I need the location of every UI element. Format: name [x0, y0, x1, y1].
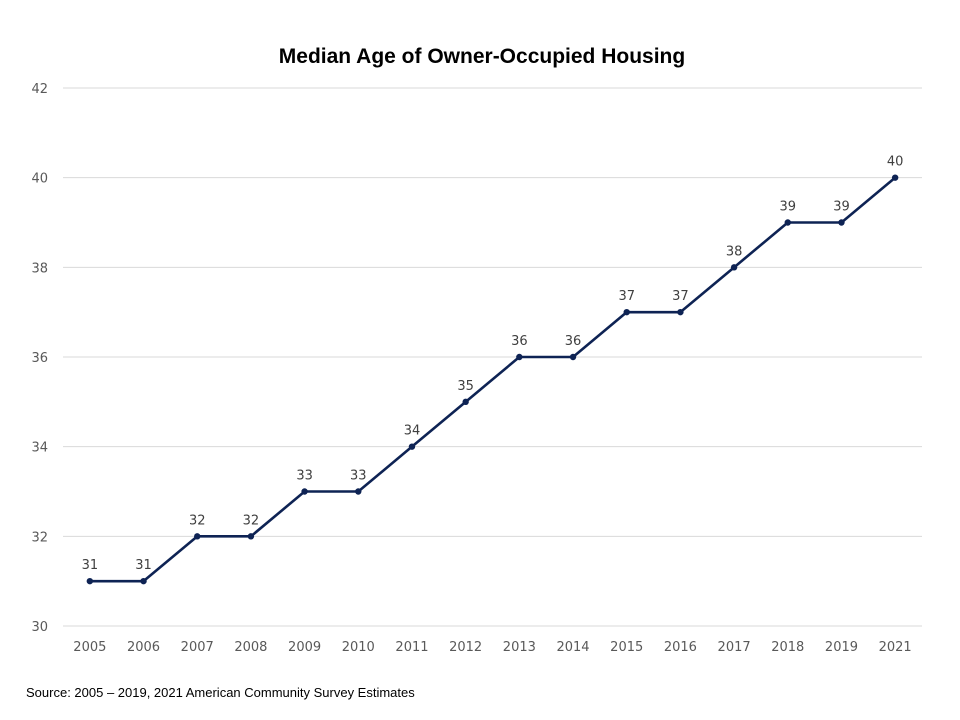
series-line: [89, 176, 896, 583]
data-label: 31: [82, 558, 99, 573]
y-tick-label: 36: [31, 351, 48, 366]
y-tick-label: 42: [31, 82, 48, 97]
x-tick-label: 2021: [879, 640, 912, 655]
x-tick-label: 2010: [342, 640, 375, 655]
data-label: 39: [833, 200, 850, 215]
x-tick-label: 2007: [181, 640, 214, 655]
data-point: [140, 577, 147, 585]
x-tick-label: 2013: [503, 640, 536, 655]
x-tick-label: 2011: [395, 640, 428, 655]
x-tick-label: 2016: [664, 640, 697, 655]
x-tick-label: 2006: [127, 640, 160, 655]
y-tick-label: 40: [31, 172, 48, 187]
data-point: [301, 488, 308, 495]
data-point: [355, 488, 362, 495]
x-tick-label: 2014: [556, 640, 589, 655]
x-tick-label: 2015: [610, 640, 643, 655]
data-point: [730, 264, 738, 271]
x-tick-label: 2012: [449, 640, 482, 655]
y-tick-label: 38: [31, 261, 48, 276]
data-label: 34: [404, 424, 421, 439]
data-point: [408, 443, 416, 450]
data-label: 32: [243, 513, 260, 528]
x-tick-label: 2008: [234, 640, 267, 655]
data-label: 32: [189, 513, 206, 528]
x-tick-label: 2009: [288, 640, 321, 655]
data-point: [891, 174, 899, 181]
data-point: [516, 353, 523, 361]
data-point: [677, 308, 684, 316]
series-line-path: [89, 176, 896, 583]
data-label: 38: [726, 244, 743, 259]
data-point: [569, 353, 577, 361]
data-label: 33: [350, 469, 367, 484]
data-label: 36: [511, 334, 528, 349]
x-tick-label: 2017: [718, 640, 751, 655]
x-axis-tick-labels: 2005 2006 2007 2008 2009 2010 2011 2012 2013 2014…: [73, 640, 911, 655]
data-label: 31: [135, 558, 152, 573]
data-labels: 31 31 32 32 33 33 34 35 36 36 37 37 38 39 39 40: [82, 155, 904, 574]
y-axis-tick-labels: 30 32 34 36 38 40 42: [31, 82, 48, 635]
chart-title: Median Age of Owner-Occupied Housing: [279, 45, 685, 68]
data-point: [784, 219, 791, 226]
source-note: Source: 2005 – 2019, 2021 American Commu…: [26, 685, 415, 700]
data-label: 40: [887, 155, 904, 170]
data-point: [623, 308, 630, 316]
x-tick-label: 2019: [825, 640, 858, 655]
y-tick-label: 34: [31, 441, 48, 456]
y-tick-label: 30: [31, 620, 48, 635]
data-label: 35: [457, 379, 474, 394]
data-label: 39: [780, 200, 797, 215]
data-label: 36: [565, 334, 582, 349]
x-tick-label: 2018: [771, 640, 804, 655]
data-point: [462, 398, 469, 406]
data-label: 37: [618, 289, 635, 304]
y-tick-label: 32: [31, 530, 48, 545]
data-points: [86, 174, 899, 585]
gridlines: [63, 87, 922, 627]
data-label: 33: [296, 469, 313, 484]
data-label: 37: [672, 289, 689, 304]
x-tick-label: 2005: [73, 640, 106, 655]
data-point: [194, 533, 201, 540]
data-point: [86, 577, 94, 585]
data-point: [838, 219, 845, 226]
data-point: [247, 533, 255, 540]
